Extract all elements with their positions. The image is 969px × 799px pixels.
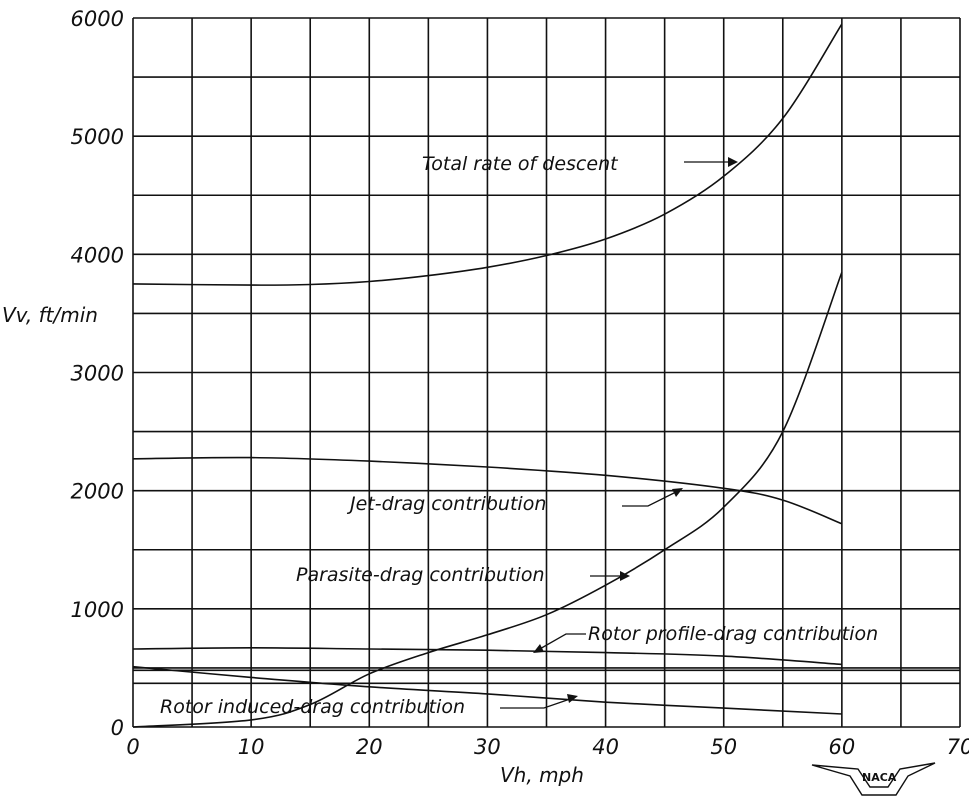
x-tick-label: 40: [592, 735, 619, 759]
y-tick-label: 5000: [71, 125, 124, 149]
y-axis-title: Vv, ft/min: [2, 303, 98, 327]
grid-lines: [132, 17, 961, 728]
x-tick-label: 10: [238, 735, 265, 759]
series-line-2: [132, 271, 843, 728]
arrowhead-rotor-profile-drag: [533, 644, 544, 653]
series-lines: [132, 23, 843, 728]
arrowhead-total-rate: [728, 157, 738, 167]
arrow-jet-drag: [622, 490, 679, 507]
series-line-3: [132, 646, 842, 666]
y-tick-label: 1000: [71, 598, 124, 622]
arrow-rotor-induced-drag: [500, 697, 574, 709]
y-tick-label: 2000: [71, 480, 124, 504]
arrowhead-rotor-induced-drag: [567, 694, 578, 703]
series-line-4: [132, 665, 842, 715]
arrowhead-parasite-drag: [620, 571, 630, 581]
x-tick-label: 30: [474, 735, 501, 759]
annotation-rotor-induced-drag: Rotor induced-drag contribution: [160, 696, 465, 718]
x-tick-label: 20: [356, 735, 383, 759]
annotation-parasite-drag: Parasite-drag contribution: [296, 564, 545, 586]
naca-logo: NACA: [811, 762, 936, 796]
x-axis-title: Vh, mph: [500, 763, 584, 787]
annotation-jet-drag: Jet-drag contribution: [346, 493, 546, 515]
y-tick-label: 3000: [71, 362, 124, 386]
y-tick-label: 4000: [71, 243, 124, 267]
x-tick-label: 70: [947, 735, 969, 759]
annotation-rotor-profile-drag: Rotor profile-drag contribution: [588, 623, 878, 645]
x-tick-label: 60: [828, 735, 855, 759]
x-tick-label: 50: [710, 735, 737, 759]
tick-labels: 0 10 20 30 40 50 60 70 0 1000 2000 3000 4000 5000 6000: [71, 7, 969, 759]
arrowhead-jet-drag: [672, 488, 683, 497]
annotation-total-rate: Total rate of descent: [422, 153, 619, 175]
series-line-0: [132, 23, 843, 286]
y-tick-label: 6000: [71, 7, 124, 31]
arrow-rotor-profile-drag: [537, 633, 586, 651]
y-tick-label: 0: [111, 716, 124, 740]
naca-wing-shape: [811, 762, 936, 796]
annotations: Total rate of descent Jet-drag contribut…: [160, 153, 878, 718]
x-tick-label: 0: [126, 735, 139, 759]
naca-logo-text: NACA: [862, 771, 897, 784]
series-line-1: [132, 456, 843, 525]
